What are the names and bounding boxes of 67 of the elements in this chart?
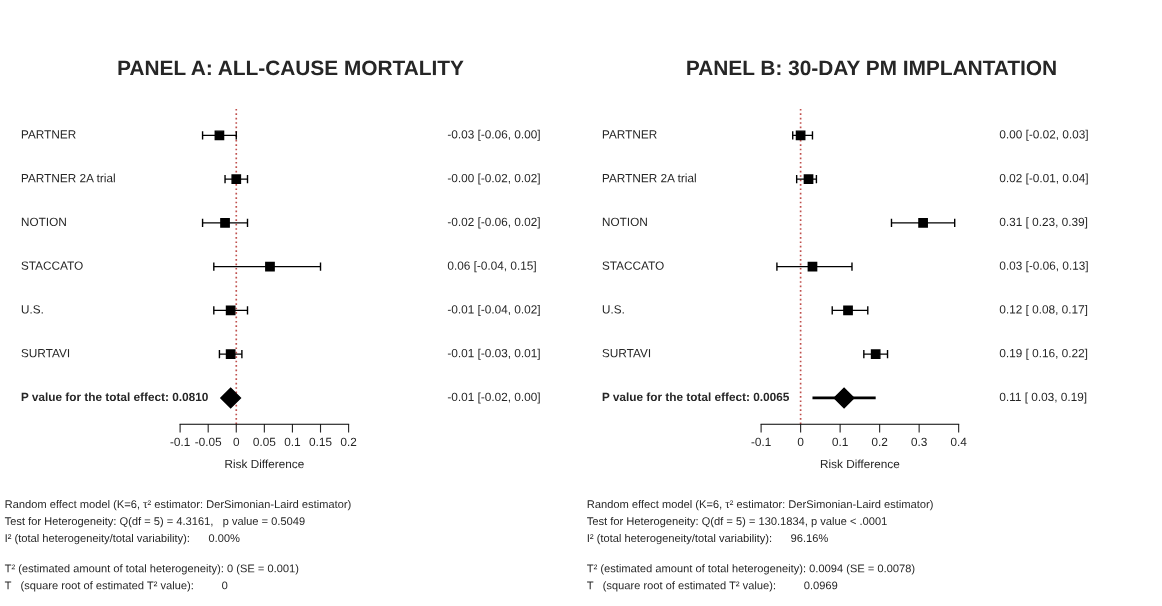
text: T (square root of estimated T² value): 0.0969: [587, 581, 838, 592]
category-label: P value for the total effect: 0.0810: [21, 392, 208, 402]
x-tick-label: 0.05: [253, 437, 276, 447]
text: Random effect model (K=6, τ² estimator: DerSimonian-Laird estimator): [5, 499, 351, 511]
point: [807, 261, 818, 272]
data-label: 0.06 [-0.04, 0.15]: [447, 261, 536, 273]
text: Test for Heterogeneity: Q(df = 5) = 130.1834, p value < .0001: [587, 516, 887, 528]
category-label: SURTAVI: [602, 348, 651, 358]
x-axis-title: Risk Difference: [225, 459, 304, 469]
x-tick-label: 0.4: [950, 437, 967, 447]
data-label: 0.00 [-0.02, 0.03]: [999, 129, 1088, 141]
x-tick-label: -0.1: [751, 437, 771, 447]
point: [265, 261, 275, 272]
x-axis-title: Risk Difference: [820, 459, 900, 469]
data-label: -0.03 [-0.06, 0.00]: [447, 129, 540, 141]
x-tick-label: 0.3: [911, 437, 927, 447]
text: T² (estimated amount of total heterogeneity): 0.0094 (SE = 0.0078): [587, 564, 915, 575]
point: [803, 174, 814, 184]
chart-title: PANEL B: 30-DAY PM IMPLANTATION: [687, 60, 1056, 76]
data-label: 0.11 [ 0.03, 0.19]: [999, 392, 1087, 404]
point: [843, 305, 853, 316]
category-label: NOTION: [602, 217, 647, 227]
point: [225, 349, 236, 360]
category-label: PARTNER 2A trial: [21, 173, 115, 183]
point: [795, 130, 806, 141]
category-label: PARTNER 2A trial: [602, 173, 696, 183]
point: [918, 218, 928, 228]
x-tick-label: 0.2: [871, 437, 888, 447]
x-tick-label: 0.2: [340, 437, 357, 447]
category-label: U.S.: [21, 305, 43, 314]
x-tick-label: 0: [797, 437, 804, 447]
x-tick-label: 0.15: [309, 437, 332, 447]
text: Test for Heterogeneity: Q(df = 5) = 4.3161, p value = 0.5049: [4, 516, 305, 528]
data-label: 0.19 [ 0.16, 0.22]: [999, 348, 1088, 360]
data-label: -0.01 [-0.02, 0.00]: [447, 392, 540, 404]
category-label: SURTAVI: [21, 348, 70, 358]
category-label: PARTNER: [21, 130, 76, 139]
point: [220, 218, 230, 228]
x-tick-label: 0.1: [284, 437, 301, 447]
category-label: U.S.: [602, 305, 624, 314]
text: T (square root of estimated T² value): 0: [4, 581, 228, 592]
category-label: STACCATO: [602, 261, 664, 270]
x-tick-label: 0: [233, 437, 240, 447]
chart-title: PANEL A: ALL-CAUSE MORTALITY: [118, 60, 464, 76]
x-tick-label: 0.1: [832, 437, 848, 447]
data-label: 0.12 [ 0.08, 0.17]: [999, 304, 1088, 316]
category-label: NOTION: [21, 217, 66, 227]
x-tick-label: -0.05: [195, 437, 222, 447]
point: [231, 174, 242, 184]
text: Random effect model (K=6, τ² estimator: DerSimonian-Laird estimator): [587, 499, 933, 511]
text: T² (estimated amount of total heterogeneity): 0 (SE = 0.001): [4, 564, 299, 575]
data-label: -0.01 [-0.03, 0.01]: [447, 348, 540, 360]
category-label: STACCATO: [21, 261, 83, 270]
data-label: 0.31 [ 0.23, 0.39]: [999, 217, 1088, 229]
data-label: 0.03 [-0.06, 0.13]: [999, 261, 1088, 273]
category-label: P value for the total effect: 0.0065: [602, 392, 790, 402]
text: I² (total heterogeneity/total variability): 96.16%: [587, 533, 828, 545]
point: [214, 130, 225, 141]
data-label: -0.01 [-0.04, 0.02]: [447, 304, 540, 316]
data-label: -0.02 [-0.06, 0.02]: [447, 217, 540, 229]
category-label: PARTNER: [602, 130, 657, 139]
data-label: 0.02 [-0.01, 0.04]: [999, 173, 1088, 185]
point: [225, 305, 236, 316]
data-label: -0.00 [-0.02, 0.02]: [447, 173, 540, 185]
point: [870, 349, 881, 360]
x-tick-label: -0.1: [170, 437, 190, 447]
text: I² (total heterogeneity/total variability): 0.00%: [5, 533, 240, 545]
